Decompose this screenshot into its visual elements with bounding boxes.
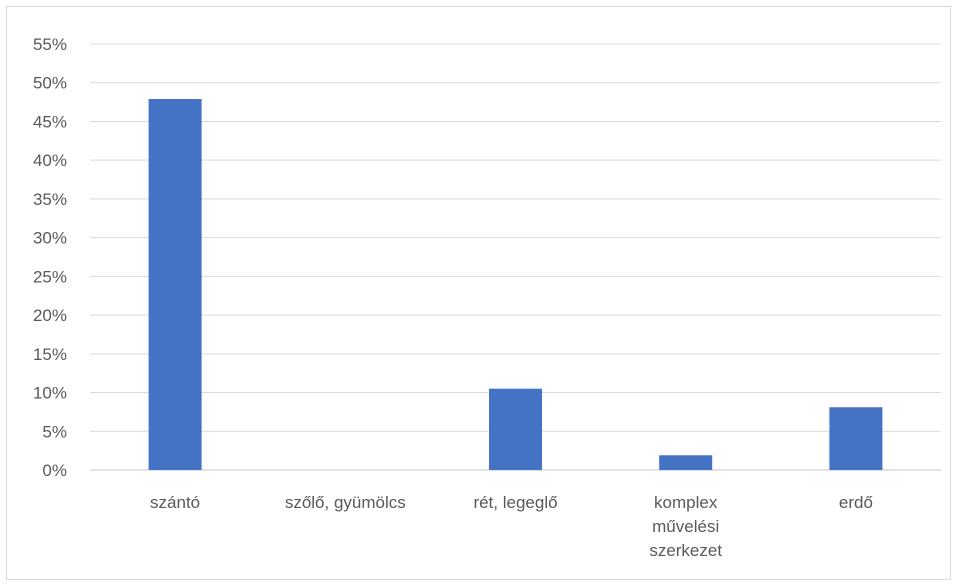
y-tick-label: 25% [33, 267, 67, 286]
x-category-label: szőlő, gyümölcs [285, 493, 406, 512]
y-tick-label: 20% [33, 306, 67, 325]
x-axis-category-labels: szántó szőlő, gyümölcs rét, legeglő komplex… [150, 493, 873, 560]
x-category-label: komplex művelési szerkezet [649, 493, 722, 560]
bar [148, 98, 202, 470]
y-tick-label: 10% [33, 384, 67, 403]
bar [489, 388, 542, 470]
y-tick-label: 40% [33, 151, 67, 170]
y-tick-label: 5% [42, 422, 67, 441]
y-tick-label: 15% [33, 345, 67, 364]
y-tick-label: 30% [33, 229, 67, 248]
y-tick-label: 45% [33, 112, 67, 131]
y-tick-label: 0% [42, 461, 67, 480]
y-axis-tick-labels: 0% 5% 10% 15% 20% 25% 30% 35% 40% 45% 50% 55% [33, 35, 67, 480]
y-tick-label: 50% [33, 74, 67, 93]
bars [148, 98, 883, 470]
y-tick-label: 55% [33, 35, 67, 54]
gridlines [90, 43, 941, 471]
x-category-label: szántó [150, 493, 200, 512]
x-category-label: erdő [839, 493, 873, 512]
y-tick-label: 35% [33, 190, 67, 209]
bar [829, 407, 883, 470]
bar [659, 455, 713, 470]
x-category-label: rét, legeglő [473, 493, 557, 512]
